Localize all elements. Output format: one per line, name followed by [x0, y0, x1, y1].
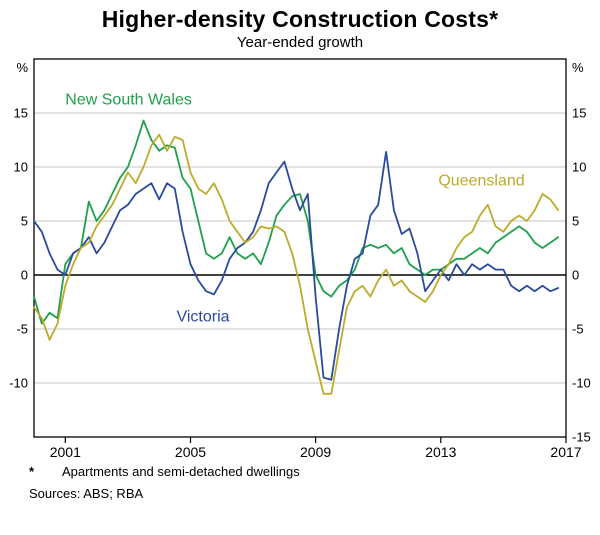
y-axis-label-left: 5 [21, 214, 28, 229]
y-axis-label-left: 15 [14, 106, 28, 121]
series-label-new-south-wales: New South Wales [65, 91, 192, 108]
series-line-queensland [33, 133, 560, 395]
series-line-new-south-wales [33, 119, 560, 325]
y-axis-label-right: 5 [572, 214, 579, 229]
chart-title: Higher-density Construction Costs* [101, 6, 499, 32]
x-axis-label: 2017 [550, 444, 581, 460]
x-axis-label: 2001 [50, 444, 81, 460]
y-axis-label-left: 0 [21, 268, 28, 283]
y-axis-label-left: -10 [9, 376, 28, 391]
footnotes: * Apartments and semi-detached dwellings… [0, 464, 600, 501]
x-axis-label: 2005 [175, 444, 206, 460]
x-axis-label: 2013 [425, 444, 456, 460]
line-chart: -15 -10 -10 -5 -5 0 0 5 5 10 10 15 15% % 2001 2005 2009 2… [9, 58, 591, 460]
y-axis-label-right: -5 [572, 322, 584, 337]
y-axis-label-left: -5 [16, 322, 28, 337]
series-line-victoria [33, 151, 560, 381]
chart-subtitle: Year-ended growth [236, 34, 364, 51]
sources-text: Sources: ABS; RBA [29, 486, 144, 501]
series-label-victoria: Victoria [176, 308, 229, 325]
footnote-text: Apartments and semi-detached dwellings [62, 464, 300, 479]
y-axis-label-right: 15 [572, 106, 586, 121]
y-unit-right: % [572, 60, 584, 75]
y-axis-label-left: 10 [14, 160, 28, 175]
y-axis-label-right: 10 [572, 160, 586, 175]
footnote-marker: * [29, 464, 35, 479]
y-unit-left: % [16, 60, 28, 75]
y-axis-label-right: -15 [572, 430, 591, 445]
y-axis-label-right: -10 [572, 376, 591, 391]
series-label-queensland: Queensland [438, 172, 524, 189]
plot-frame [33, 58, 567, 438]
x-axis-label: 2009 [300, 444, 331, 460]
y-axis-label-right: 0 [572, 268, 579, 283]
footnote-row: * Apartments and semi-detached dwellings [29, 464, 580, 479]
